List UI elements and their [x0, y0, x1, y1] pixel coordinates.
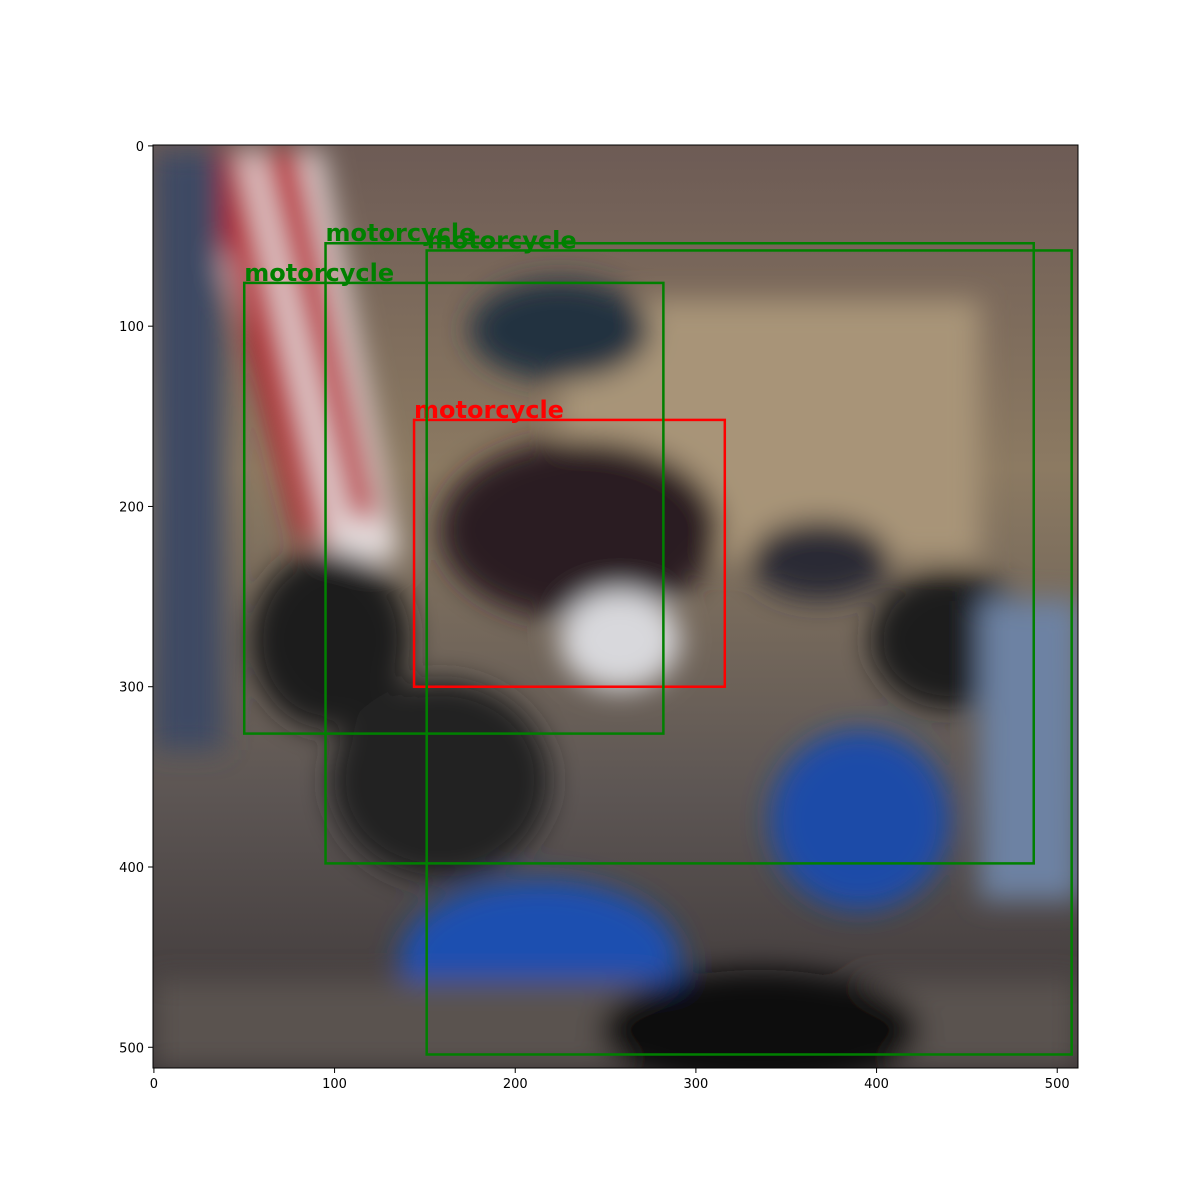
- y-tick-label: 100: [119, 320, 144, 335]
- bounding-box: [412, 418, 727, 688]
- y-tick-label: 0: [136, 140, 144, 155]
- y-tick-label: 300: [119, 681, 144, 696]
- bounding-box: [425, 249, 1073, 1056]
- bounding-box: [242, 281, 665, 735]
- y-tick-label: 400: [119, 861, 144, 876]
- axes-frame: [152, 144, 1079, 1069]
- box-label: motorcycle: [326, 219, 476, 247]
- y-tick-label: 500: [119, 1041, 144, 1056]
- x-tick-label: 200: [503, 1077, 528, 1092]
- box-label: motorcycle: [414, 396, 564, 424]
- x-tick-label: 0: [150, 1077, 158, 1092]
- x-tick-label: 400: [864, 1077, 889, 1092]
- x-tick-label: 500: [1045, 1077, 1070, 1092]
- bounding-box: [324, 241, 1035, 865]
- x-tick-label: 100: [322, 1077, 347, 1092]
- box-label: motorcycle: [427, 226, 577, 254]
- photo: [153, 145, 1078, 1068]
- x-tick-label: 300: [683, 1077, 708, 1092]
- y-tick-label: 200: [119, 500, 144, 515]
- box-label: motorcycle: [244, 259, 394, 287]
